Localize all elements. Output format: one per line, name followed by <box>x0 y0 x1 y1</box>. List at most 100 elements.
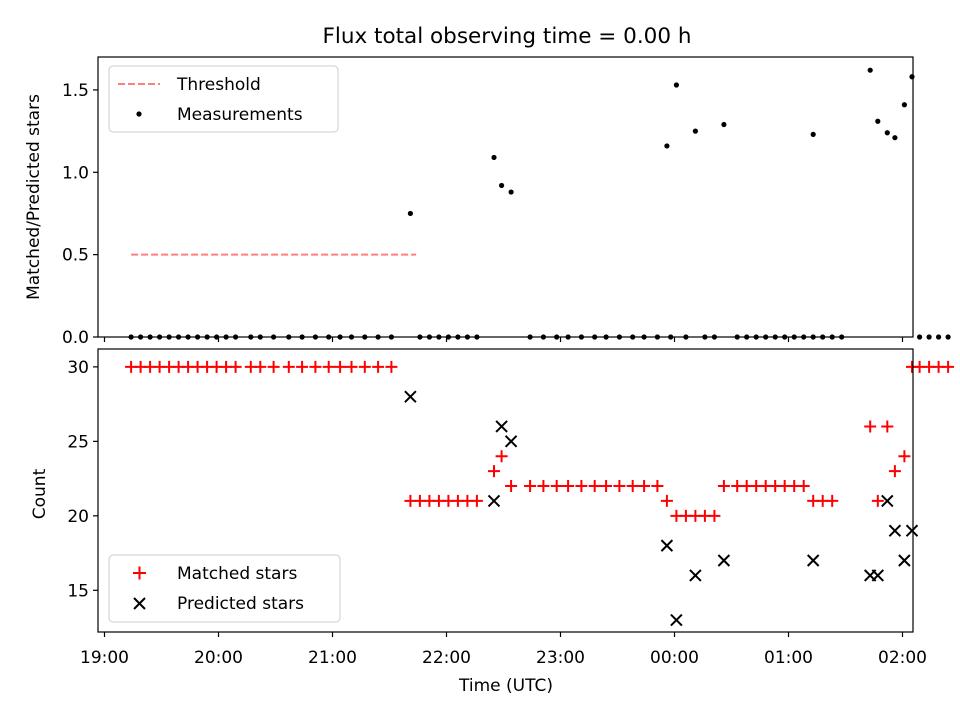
measurement-point <box>926 334 932 340</box>
matched-star-marker <box>638 480 651 493</box>
measurement-point <box>810 131 816 138</box>
top-y-tick-label: 0.5 <box>62 246 89 266</box>
predicted-star-marker <box>717 554 731 567</box>
top-y-tick-label: 1.5 <box>62 81 89 101</box>
top-y-axis-label: Matched/Predicted stars <box>24 94 44 300</box>
matched-star-marker <box>334 360 347 373</box>
measurement-point <box>499 182 505 189</box>
x-tick-label: 01:00 <box>764 648 813 668</box>
bottom-y-tick-label: 20 <box>67 507 89 527</box>
matched-star-marker <box>495 450 508 463</box>
bottom-axis-ticks: 19:00 20:00 21:00 22:00 23:00 00:00 01:00 02:00… <box>67 358 927 668</box>
chart-title: Flux total observing time = 0.00 h <box>323 24 692 49</box>
x-tick-label: 00:00 <box>650 648 699 668</box>
predicted-star-marker <box>871 569 885 582</box>
matched-star-marker <box>372 360 385 373</box>
predicted-stars-legend-swatch <box>133 597 146 610</box>
matched-star-marker <box>524 480 537 493</box>
measurement-point <box>884 130 890 136</box>
predicted-stars-legend-label: Predicted stars <box>177 594 304 614</box>
matched-star-marker <box>575 480 588 493</box>
matched-star-marker <box>717 480 730 493</box>
predicted-star-marker <box>881 494 894 508</box>
matched-star-marker <box>898 450 911 463</box>
matched-star-marker <box>588 480 601 493</box>
matched-stars-legend-swatch <box>133 566 146 580</box>
measurement-point <box>901 102 908 108</box>
measurement-point <box>721 121 727 128</box>
measurement-point <box>945 334 951 340</box>
x-tick-label: 19:00 <box>80 648 129 668</box>
x-tick-label: 23:00 <box>536 648 585 668</box>
measurement-point <box>407 210 413 217</box>
matched-star-marker <box>651 480 664 493</box>
top-legend: Threshold Measurements <box>108 65 339 133</box>
measurement-point <box>867 67 873 73</box>
top-y-tick-label: 0.0 <box>62 328 89 348</box>
matched-star-marker <box>864 420 877 433</box>
matched-star-marker <box>797 480 810 493</box>
matched-star-marker <box>600 480 613 493</box>
top-plot-area <box>128 67 951 340</box>
measurement-point <box>909 74 915 80</box>
matched-star-marker <box>708 509 721 522</box>
matched-star-marker <box>488 465 500 478</box>
matched-star-marker <box>267 360 280 373</box>
matched-star-marker <box>826 494 839 507</box>
bottom-y-tick-label: 30 <box>67 358 89 378</box>
matched-star-marker <box>322 360 335 373</box>
measurement-point <box>692 128 699 134</box>
matched-star-marker <box>626 480 639 493</box>
top-legend-box <box>108 65 339 133</box>
x-tick-label: 21:00 <box>308 648 357 668</box>
matched-star-marker <box>296 360 309 373</box>
predicted-star-marker <box>487 494 501 508</box>
measurement-point <box>664 143 670 149</box>
matched-star-marker <box>254 360 267 373</box>
predicted-star-marker <box>660 539 674 552</box>
top-y-tick-label: 1.0 <box>62 163 89 183</box>
bottom-y-tick-label: 25 <box>67 432 89 452</box>
matched-stars-legend-label: Matched stars <box>177 564 297 584</box>
top-axis-ticks: 0.0 0.5 1.0 1.5 <box>62 81 904 348</box>
matched-star-marker <box>942 360 955 373</box>
bottom-axes-frame <box>97 348 914 633</box>
measurement-point <box>892 135 898 141</box>
predicted-star-marker <box>888 524 902 537</box>
measurement-point <box>491 154 497 161</box>
measurement-point <box>673 82 680 88</box>
x-tick-label: 02:00 <box>878 648 927 668</box>
measurements-legend-label: Measurements <box>177 105 303 125</box>
matched-star-marker <box>888 465 901 478</box>
matched-star-marker <box>881 420 894 433</box>
matched-star-marker <box>562 480 575 493</box>
measurement-point <box>936 334 942 340</box>
bottom-legend-box <box>108 554 341 623</box>
bottom-legend: Matched stars Predicted stars <box>108 554 341 623</box>
x-tick-label: 20:00 <box>194 648 243 668</box>
matched-star-marker <box>871 494 884 507</box>
predicted-star-marker <box>504 435 518 448</box>
matched-star-marker <box>470 494 483 507</box>
matched-star-marker <box>282 360 295 373</box>
matched-star-marker <box>358 360 371 373</box>
matched-star-marker <box>229 360 242 373</box>
predicted-star-marker <box>689 569 702 582</box>
predicted-star-marker <box>905 524 919 537</box>
measurements-legend-swatch <box>136 111 142 117</box>
matched-star-marker <box>550 480 563 493</box>
x-axis-label: Time (UTC) <box>458 676 553 696</box>
matched-star-marker <box>660 494 673 507</box>
matched-star-marker <box>537 480 550 493</box>
x-tick-label: 22:00 <box>422 648 471 668</box>
measurement-point <box>875 118 881 124</box>
matched-star-marker <box>613 480 626 493</box>
predicted-star-marker <box>495 420 508 433</box>
predicted-star-marker <box>404 390 417 403</box>
predicted-star-marker <box>670 613 683 627</box>
measurement-point <box>508 189 514 195</box>
bottom-y-axis-label: Count <box>30 468 50 519</box>
top-axes-frame <box>97 56 914 338</box>
matched-star-marker <box>385 360 398 373</box>
